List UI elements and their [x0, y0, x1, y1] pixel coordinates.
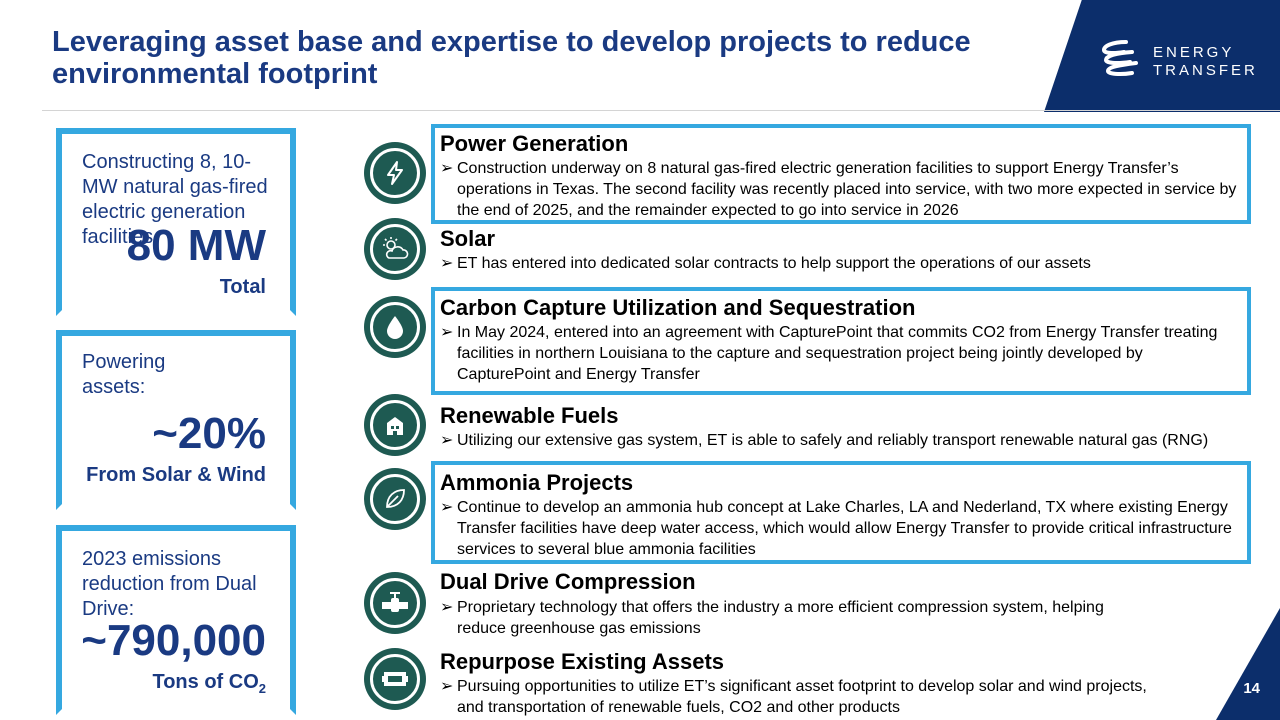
- logo-line-2: TRANSFER: [1153, 62, 1258, 79]
- logo-wordmark: ENERGY TRANSFER: [1153, 44, 1258, 80]
- highlight-box-power: [431, 124, 1251, 224]
- stat-subtitle: Total: [219, 276, 266, 298]
- renewable-fuels-icon: [364, 394, 426, 456]
- stat-description: Constructing 8, 10-MW natural gas-fired …: [82, 151, 268, 248]
- stat-box-power: Constructing 8, 10-MW natural gas-fired …: [56, 128, 296, 316]
- bullet-text: Proprietary technology that offers the i…: [457, 599, 1104, 637]
- bullet-arrow-icon: ➢: [440, 160, 454, 177]
- stat-description: 2023 emissions reduction from Dual Drive…: [82, 548, 257, 620]
- bullet-text: ET has entered into dedicated solar cont…: [457, 255, 1091, 272]
- item-bullet-repurpose: ➢ Pursuing opportunities to utilize ET’s …: [440, 676, 1160, 718]
- logo-banner: [1044, 0, 1280, 112]
- item-bullet-carbon-capture: ➢ In May 2024, entered into an agreement …: [440, 322, 1230, 385]
- highlight-box-carbon: [431, 287, 1251, 395]
- carbon-capture-icon: [364, 296, 426, 358]
- page-number-corner: 14: [1216, 608, 1280, 720]
- stat-description: Powering assets:: [82, 351, 166, 398]
- bullet-text: Continue to develop an ammonia hub conce…: [457, 499, 1232, 558]
- page-number: 14: [1243, 680, 1260, 697]
- stat-box-dual-drive: 2023 emissions reduction from Dual Drive…: [56, 525, 296, 715]
- item-title-power-generation: Power Generation: [440, 131, 629, 156]
- solar-icon: [364, 218, 426, 280]
- page-title: Leveraging asset base and expertise to d…: [52, 26, 971, 90]
- item-title-carbon-capture: Carbon Capture Utilization and Sequestra…: [440, 295, 916, 320]
- bullet-arrow-icon: ➢: [440, 678, 454, 695]
- item-title-repurpose: Repurpose Existing Assets: [440, 649, 725, 674]
- energy-transfer-logo-icon: [1101, 40, 1138, 77]
- bullet-arrow-icon: ➢: [440, 432, 454, 449]
- bullet-text: In May 2024, entered into an agreement w…: [457, 324, 1218, 383]
- bullet-text: Utilizing our extensive gas system, ET i…: [457, 432, 1209, 449]
- logo-line-1: ENERGY: [1153, 44, 1235, 61]
- power-icon: [364, 142, 426, 204]
- bullet-arrow-icon: ➢: [440, 599, 454, 616]
- stat-value: 80 MW: [126, 221, 266, 270]
- highlight-box-ammonia: [431, 461, 1251, 564]
- item-title-solar: Solar: [440, 226, 496, 251]
- header-divider: [42, 110, 1280, 111]
- item-title-dual-drive: Dual Drive Compression: [440, 569, 696, 594]
- item-bullet-ammonia: ➢ Continue to develop an ammonia hub conc…: [440, 497, 1245, 560]
- item-title-ammonia: Ammonia Projects: [440, 470, 634, 495]
- ammonia-leaf-icon: [364, 468, 426, 530]
- item-bullet-renewable-fuels: ➢ Utilizing our extensive gas system, ET …: [440, 430, 1280, 451]
- bullet-arrow-icon: ➢: [440, 324, 454, 341]
- stat-value: ~20%: [152, 409, 266, 458]
- bullet-arrow-icon: ➢: [440, 499, 454, 516]
- item-bullet-solar: ➢ ET has entered into dedicated solar con…: [440, 253, 1250, 274]
- repurpose-icon: [364, 648, 426, 710]
- bullet-arrow-icon: ➢: [440, 255, 454, 272]
- bullet-text: Pursuing opportunities to utilize ET’s s…: [457, 678, 1147, 716]
- bullet-text: Construction underway on 8 natural gas-f…: [457, 160, 1237, 219]
- stat-subtitle-text: Tons of CO: [152, 671, 259, 693]
- item-title-renewable-fuels: Renewable Fuels: [440, 403, 619, 428]
- stat-box-solar-wind: Powering assets: ~20% From Solar & Wind: [56, 330, 296, 510]
- stat-subtitle: From Solar & Wind: [86, 464, 266, 486]
- item-bullet-power-generation: ➢ Construction underway on 8 natural gas-…: [440, 158, 1250, 221]
- stat-value: ~790,000: [81, 616, 266, 665]
- stat-subtitle: Tons of CO2: [152, 671, 266, 696]
- compression-valve-icon: [364, 572, 426, 634]
- stat-subtitle-subscript: 2: [258, 681, 266, 696]
- item-bullet-dual-drive: ➢ Proprietary technology that offers the …: [440, 597, 1110, 639]
